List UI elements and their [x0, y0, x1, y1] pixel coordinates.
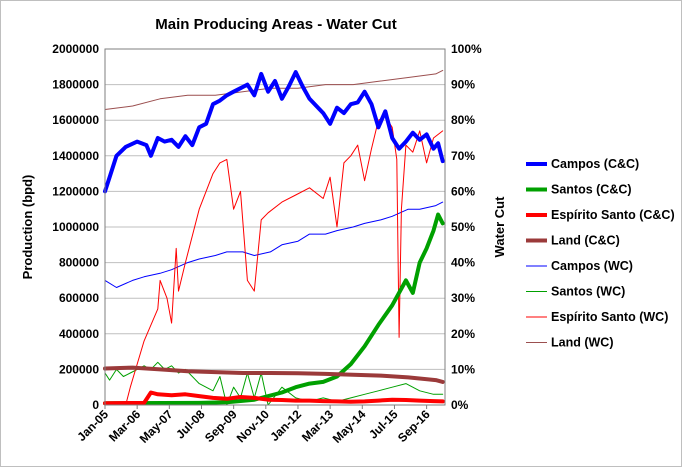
series-line [104, 201, 444, 288]
legend-label: Santos (WC) [551, 285, 625, 299]
left-tick-label: 1400000 [52, 149, 99, 163]
right-axis-title: Water Cut [492, 196, 507, 258]
chart-title: Main Producing Areas - Water Cut [155, 16, 396, 33]
right-tick-label: 0% [451, 398, 469, 412]
left-tick-label: 2000000 [52, 42, 99, 56]
x-tick-label: Sep-09 [202, 407, 240, 445]
x-axis-ticks: Jan-05Mar-06May-07Jul-08Sep-09Nov-10Jan-… [74, 405, 433, 446]
right-tick-label: 90% [451, 78, 475, 92]
left-tick-label: 1200000 [52, 184, 99, 198]
x-tick-label: May-14 [330, 407, 369, 446]
series-group [103, 69, 445, 406]
legend-label: Santos (C&C) [551, 183, 632, 197]
series-line [103, 70, 445, 194]
x-tick-label: Jan-05 [74, 407, 111, 444]
left-axis-ticks: 0 200000 400000 600000 800000 1000000 1200000 1… [52, 42, 99, 412]
right-axis-ticks: 0% 10% 20% 30% 40% 50% 60% 70% 80% 90% 100% [451, 42, 482, 412]
left-tick-label: 200000 [59, 362, 99, 376]
right-tick-label: 30% [451, 291, 475, 305]
legend-label: Espírito Santo (WC) [551, 310, 668, 324]
x-tick-label: Mar-13 [299, 407, 336, 444]
right-tick-label: 80% [451, 113, 475, 127]
left-tick-label: 800000 [59, 256, 99, 270]
x-tick-label: Mar-06 [106, 407, 143, 444]
series-line [104, 69, 444, 110]
left-tick-label: 1800000 [52, 78, 99, 92]
left-tick-label: 600000 [59, 291, 99, 305]
right-tick-label: 20% [451, 327, 475, 341]
right-tick-label: 70% [451, 149, 475, 163]
series-line [103, 365, 445, 384]
left-axis-title: Production (bpd) [20, 175, 35, 280]
gridlines [105, 48, 445, 406]
left-tick-label: 400000 [59, 327, 99, 341]
legend-label: Land (WC) [551, 336, 613, 350]
left-tick-label: 1000000 [52, 220, 99, 234]
left-tick-label: 1600000 [52, 113, 99, 127]
right-tick-label: 60% [451, 184, 475, 198]
left-tick-label: 0 [92, 398, 99, 412]
right-tick-label: 10% [451, 362, 475, 376]
right-tick-label: 40% [451, 256, 475, 270]
x-tick-label: Nov-10 [234, 407, 272, 445]
series-line [104, 116, 444, 406]
x-tick-label: Jan-12 [267, 407, 304, 444]
x-tick-label: May-07 [137, 407, 176, 446]
series-line [103, 390, 445, 406]
legend-label: Land (C&C) [551, 234, 620, 248]
legend-label: Campos (C&C) [551, 157, 639, 171]
plot-area-border [104, 48, 446, 406]
right-tick-label: 50% [451, 220, 475, 234]
x-tick-label: Sep-16 [395, 407, 433, 445]
legend: Campos (C&C) Santos (C&C) Espírito Santo (… [526, 157, 675, 350]
right-tick-label: 100% [451, 42, 482, 56]
legend-label: Campos (WC) [551, 259, 633, 273]
legend-label: Espírito Santo (C&C) [551, 208, 675, 222]
